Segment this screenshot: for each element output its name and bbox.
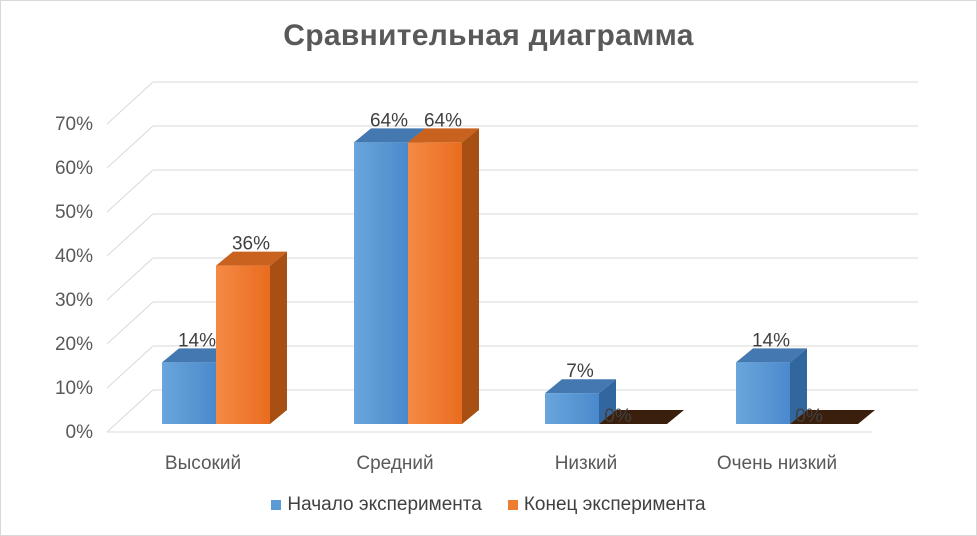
gridline (106, 169, 918, 213)
bar (545, 393, 599, 424)
gridline (106, 345, 918, 389)
gridline (106, 81, 918, 125)
bar (408, 142, 462, 424)
legend-label-end: Конец эксперимента (523, 494, 706, 515)
bar-side (599, 379, 616, 424)
bar-top (545, 379, 616, 394)
y-tick-label: 0% (66, 422, 94, 443)
y-tick-label: 60% (55, 158, 93, 179)
bar-top (216, 251, 287, 266)
legend-item-start: Начало эксперимента (271, 494, 482, 516)
bar (162, 362, 216, 424)
gridline (106, 301, 918, 345)
y-tick-label: 50% (55, 202, 93, 223)
legend-swatch-start (271, 500, 282, 510)
x-tick-label: Очень низкий (717, 453, 837, 474)
bar-top (162, 348, 233, 363)
y-tick-label: 40% (55, 246, 93, 267)
legend-label-start: Начало эксперимента (287, 494, 482, 515)
bar-zero-slab (790, 410, 875, 424)
bar (216, 265, 270, 424)
legend-item-end: Конец эксперимента (507, 494, 706, 516)
bar-zero-slab (599, 410, 684, 424)
bar (736, 362, 790, 424)
bar (354, 142, 408, 424)
bar-side (270, 251, 287, 424)
gridline (106, 389, 918, 433)
legend-swatch-end (507, 500, 518, 510)
data-label: 14% (752, 330, 790, 351)
data-label: 0% (604, 406, 632, 427)
x-tick-label: Низкий (555, 453, 618, 474)
gridline (106, 125, 918, 169)
bar-side (790, 348, 807, 424)
data-label: 14% (178, 330, 216, 351)
data-label: 64% (370, 110, 408, 131)
data-label: 7% (566, 361, 594, 382)
y-tick-label: 20% (55, 334, 93, 355)
data-label: 36% (232, 234, 270, 255)
y-tick-label: 30% (55, 290, 93, 311)
bar-side (462, 128, 479, 424)
x-tick-label: Средний (356, 453, 433, 474)
y-tick-label: 70% (55, 114, 93, 135)
bar-top (408, 128, 479, 143)
chart-legend: Начало эксперимента Конец эксперимента (1, 494, 976, 516)
bar-top (354, 128, 425, 143)
data-label: 64% (424, 110, 462, 131)
chart-title: Сравнительная диаграмма (283, 19, 694, 52)
gridline (106, 257, 918, 301)
x-tick-label: Высокий (165, 453, 241, 474)
data-label: 0% (795, 406, 823, 427)
gridline (106, 213, 918, 257)
y-tick-label: 10% (55, 378, 93, 399)
bar-top (736, 348, 807, 363)
